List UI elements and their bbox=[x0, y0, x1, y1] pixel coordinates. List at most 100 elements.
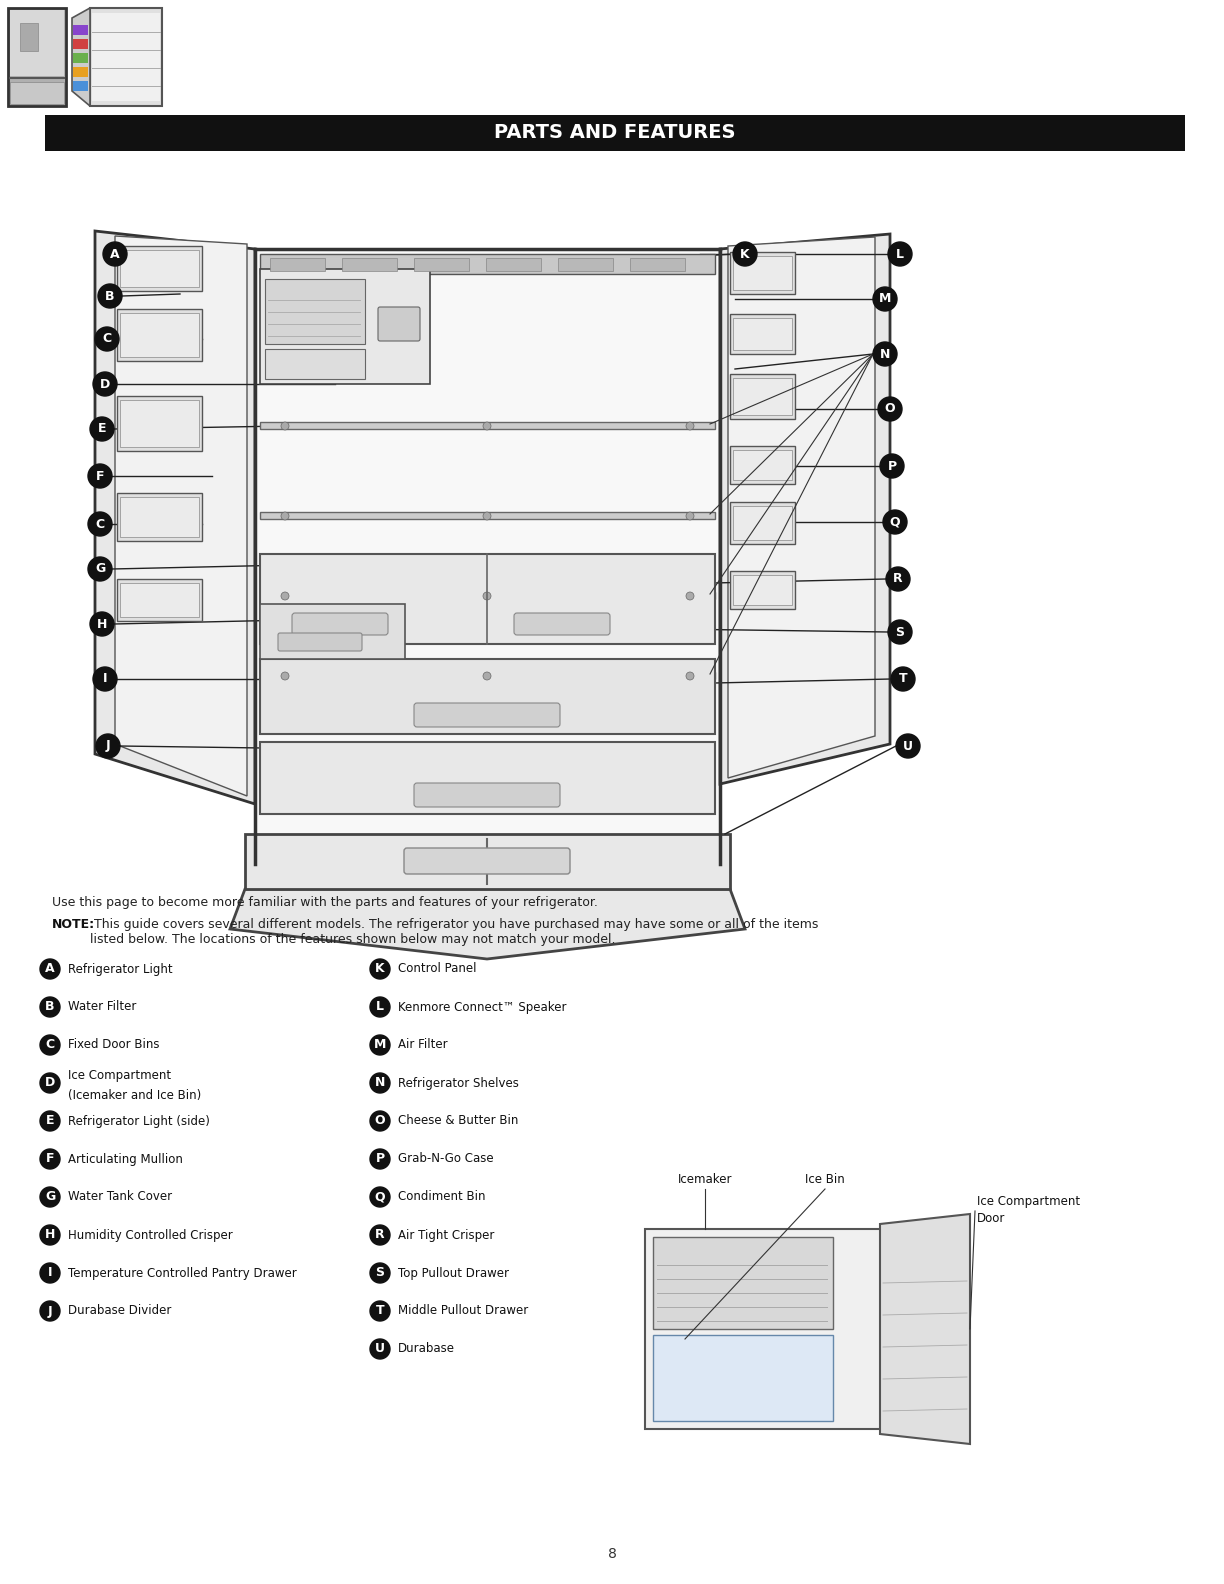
Circle shape bbox=[887, 242, 912, 266]
Text: E: E bbox=[45, 1115, 54, 1128]
Circle shape bbox=[685, 592, 694, 600]
Circle shape bbox=[40, 1262, 60, 1283]
Text: Ice Compartment: Ice Compartment bbox=[69, 1069, 171, 1082]
Circle shape bbox=[685, 512, 694, 520]
FancyBboxPatch shape bbox=[278, 634, 362, 651]
Text: Control Panel: Control Panel bbox=[398, 963, 476, 976]
Text: Refrigerator Light (side): Refrigerator Light (side) bbox=[69, 1115, 209, 1128]
Circle shape bbox=[282, 421, 289, 429]
FancyBboxPatch shape bbox=[118, 396, 202, 451]
Circle shape bbox=[483, 672, 491, 680]
FancyBboxPatch shape bbox=[414, 782, 561, 806]
Circle shape bbox=[370, 1262, 390, 1283]
Circle shape bbox=[887, 619, 912, 645]
FancyBboxPatch shape bbox=[733, 257, 792, 290]
Text: B: B bbox=[45, 1001, 55, 1014]
Text: P: P bbox=[887, 459, 896, 472]
Circle shape bbox=[282, 512, 289, 520]
Circle shape bbox=[88, 464, 113, 488]
Circle shape bbox=[896, 733, 920, 759]
Circle shape bbox=[93, 667, 118, 691]
Circle shape bbox=[370, 1034, 390, 1055]
Text: D: D bbox=[100, 377, 110, 391]
Text: Door: Door bbox=[977, 1212, 1005, 1226]
Polygon shape bbox=[115, 236, 247, 797]
Text: Fixed Door Bins: Fixed Door Bins bbox=[69, 1039, 159, 1052]
Text: Cheese & Butter Bin: Cheese & Butter Bin bbox=[398, 1115, 519, 1128]
Text: Durabase Divider: Durabase Divider bbox=[69, 1305, 171, 1318]
Circle shape bbox=[883, 510, 907, 534]
Circle shape bbox=[891, 667, 916, 691]
FancyBboxPatch shape bbox=[259, 421, 715, 429]
Text: A: A bbox=[45, 963, 55, 976]
FancyBboxPatch shape bbox=[255, 249, 720, 863]
Text: N: N bbox=[375, 1077, 386, 1090]
FancyBboxPatch shape bbox=[259, 512, 715, 520]
FancyBboxPatch shape bbox=[558, 258, 613, 271]
Text: A: A bbox=[110, 247, 120, 260]
Text: D: D bbox=[45, 1077, 55, 1090]
Text: Durabase: Durabase bbox=[398, 1343, 455, 1356]
FancyBboxPatch shape bbox=[73, 25, 88, 35]
Text: H: H bbox=[45, 1229, 55, 1242]
Text: Refrigerator Shelves: Refrigerator Shelves bbox=[398, 1077, 519, 1090]
FancyBboxPatch shape bbox=[120, 314, 200, 356]
Text: G: G bbox=[95, 562, 105, 575]
FancyBboxPatch shape bbox=[414, 258, 469, 271]
FancyBboxPatch shape bbox=[259, 659, 715, 733]
Polygon shape bbox=[728, 238, 875, 778]
FancyBboxPatch shape bbox=[730, 374, 796, 420]
Text: Top Pullout Drawer: Top Pullout Drawer bbox=[398, 1267, 509, 1280]
Circle shape bbox=[282, 592, 289, 600]
FancyBboxPatch shape bbox=[259, 672, 715, 680]
Text: K: K bbox=[376, 963, 384, 976]
FancyBboxPatch shape bbox=[118, 246, 202, 291]
Text: O: O bbox=[375, 1115, 386, 1128]
FancyBboxPatch shape bbox=[652, 1335, 834, 1421]
Text: C: C bbox=[95, 518, 104, 531]
Circle shape bbox=[93, 372, 118, 396]
Circle shape bbox=[40, 1072, 60, 1093]
FancyBboxPatch shape bbox=[259, 253, 715, 274]
Text: Grab-N-Go Case: Grab-N-Go Case bbox=[398, 1153, 493, 1166]
Text: R: R bbox=[894, 572, 903, 586]
FancyBboxPatch shape bbox=[73, 40, 88, 49]
Text: J: J bbox=[105, 740, 110, 752]
Text: Icemaker: Icemaker bbox=[678, 1174, 732, 1186]
Text: This guide covers several different models. The refrigerator you have purchased : This guide covers several different mode… bbox=[91, 919, 819, 946]
Circle shape bbox=[483, 592, 491, 600]
FancyBboxPatch shape bbox=[120, 401, 200, 447]
FancyBboxPatch shape bbox=[730, 570, 796, 608]
Text: Humidity Controlled Crisper: Humidity Controlled Crisper bbox=[69, 1229, 233, 1242]
Text: L: L bbox=[896, 247, 905, 260]
Circle shape bbox=[103, 242, 127, 266]
FancyBboxPatch shape bbox=[730, 502, 796, 543]
FancyBboxPatch shape bbox=[266, 279, 365, 344]
FancyBboxPatch shape bbox=[645, 1229, 885, 1429]
FancyBboxPatch shape bbox=[120, 583, 200, 618]
FancyBboxPatch shape bbox=[10, 82, 64, 105]
Circle shape bbox=[370, 1148, 390, 1169]
Circle shape bbox=[370, 958, 390, 979]
Text: F: F bbox=[95, 469, 104, 483]
Text: Water Tank Cover: Water Tank Cover bbox=[69, 1191, 173, 1204]
Text: G: G bbox=[45, 1191, 55, 1204]
Text: PARTS AND FEATURES: PARTS AND FEATURES bbox=[494, 124, 736, 143]
FancyBboxPatch shape bbox=[733, 379, 792, 415]
Circle shape bbox=[91, 417, 114, 440]
FancyBboxPatch shape bbox=[266, 348, 365, 379]
FancyBboxPatch shape bbox=[259, 592, 715, 599]
FancyBboxPatch shape bbox=[118, 580, 202, 621]
Circle shape bbox=[40, 1186, 60, 1207]
Polygon shape bbox=[720, 234, 890, 784]
Text: M: M bbox=[879, 293, 891, 306]
FancyBboxPatch shape bbox=[486, 258, 541, 271]
FancyBboxPatch shape bbox=[118, 493, 202, 542]
Circle shape bbox=[40, 1148, 60, 1169]
FancyBboxPatch shape bbox=[118, 309, 202, 361]
Circle shape bbox=[40, 1224, 60, 1245]
FancyBboxPatch shape bbox=[73, 52, 88, 63]
Circle shape bbox=[873, 287, 897, 310]
Text: P: P bbox=[376, 1153, 384, 1166]
Polygon shape bbox=[72, 8, 91, 106]
